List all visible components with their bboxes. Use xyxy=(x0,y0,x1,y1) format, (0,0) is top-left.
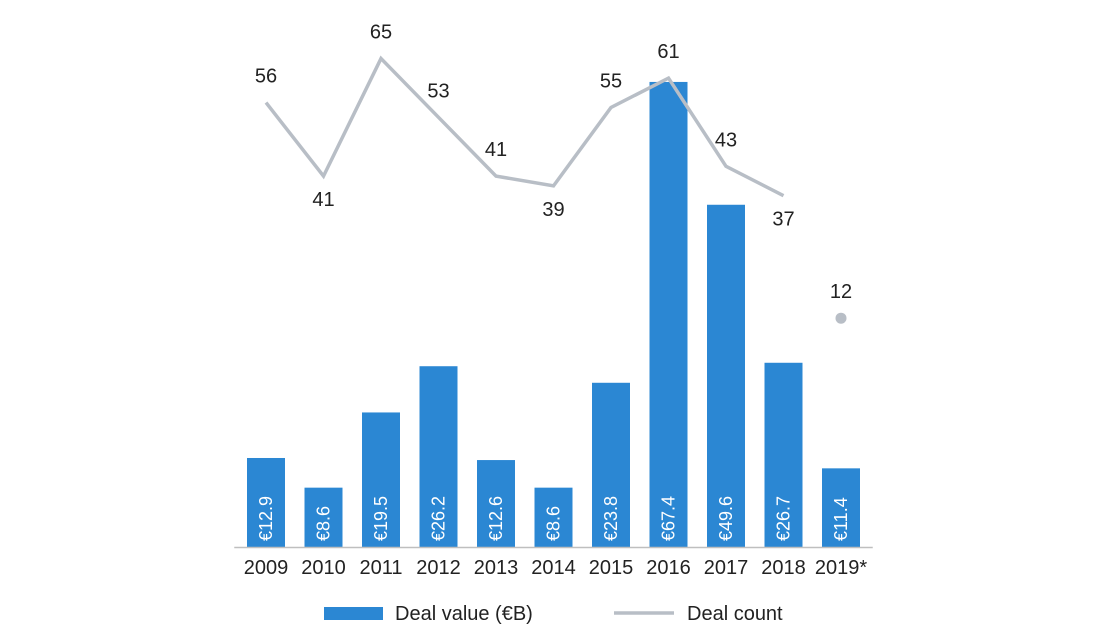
line-value-label: 55 xyxy=(600,71,622,93)
bar-value-label: €8.6 xyxy=(314,506,334,541)
x-tick-label: 2018 xyxy=(761,557,806,579)
x-axis: 2009 2010 2011 2012 2013 2014 2015 2016 2017 2018… xyxy=(234,546,873,579)
bar xyxy=(592,382,630,547)
x-tick-label: 2011 xyxy=(359,557,402,579)
bar-value-label: €12.6 xyxy=(486,496,506,541)
line-value-label: 53 xyxy=(427,80,449,102)
line-value-label: 56 xyxy=(255,66,277,88)
line-value-label: 12 xyxy=(830,281,852,303)
line-value-label: 43 xyxy=(715,129,737,151)
legend-swatch-bar xyxy=(324,607,383,620)
bar xyxy=(707,204,745,547)
legend-label-deal-count: Deal count xyxy=(687,603,783,625)
x-tick-label: 2015 xyxy=(589,557,634,579)
bar-series: €12.9 €8.6 €19.5 €26.2 €12.6 €8.6 €23.8 €67.4 €4… xyxy=(247,81,860,547)
x-tick-label: 2010 xyxy=(301,557,346,579)
legend: Deal value (€B) Deal count xyxy=(324,603,783,625)
bar xyxy=(649,81,688,547)
x-tick-label: 2013 xyxy=(474,557,519,579)
x-tick-label: 2019* xyxy=(815,557,867,579)
bar xyxy=(764,362,803,547)
bar-value-label: €8.6 xyxy=(544,506,564,541)
bar-value-label: €49.6 xyxy=(716,496,736,541)
line-value-label: 61 xyxy=(657,41,679,63)
bar xyxy=(419,366,458,547)
x-tick-label: 2016 xyxy=(646,557,691,579)
line-value-label: 37 xyxy=(772,209,794,231)
bar xyxy=(477,460,515,547)
line-value-label: 41 xyxy=(485,139,507,161)
x-tick-label: 2017 xyxy=(704,557,749,579)
line-series: 56 41 65 53 41 39 55 61 43 37 12 xyxy=(255,22,852,324)
bar-value-label: €11.4 xyxy=(831,497,851,541)
bar-value-label: €19.5 xyxy=(371,496,391,541)
bar-value-label: €26.7 xyxy=(774,496,794,541)
line-value-label: 65 xyxy=(370,22,392,44)
x-tick-label: 2012 xyxy=(416,557,461,579)
x-tick-label: 2009 xyxy=(244,557,289,579)
bar-value-label: €23.8 xyxy=(601,496,621,541)
bar xyxy=(247,457,285,547)
bar xyxy=(534,487,573,547)
x-tick-label: 2014 xyxy=(531,557,576,579)
deal-count-point xyxy=(835,312,847,324)
bar-value-label: €26.2 xyxy=(429,496,449,541)
bar-value-label: €67.4 xyxy=(659,496,679,541)
line-value-label: 41 xyxy=(312,189,334,211)
bar xyxy=(362,412,400,547)
deal-count-line xyxy=(264,55,785,198)
bar-value-label: €12.9 xyxy=(256,496,276,541)
legend-label-deal-value: Deal value (€B) xyxy=(395,603,533,625)
bar xyxy=(822,468,860,547)
line-value-label: 39 xyxy=(542,199,564,221)
bar xyxy=(304,487,343,547)
